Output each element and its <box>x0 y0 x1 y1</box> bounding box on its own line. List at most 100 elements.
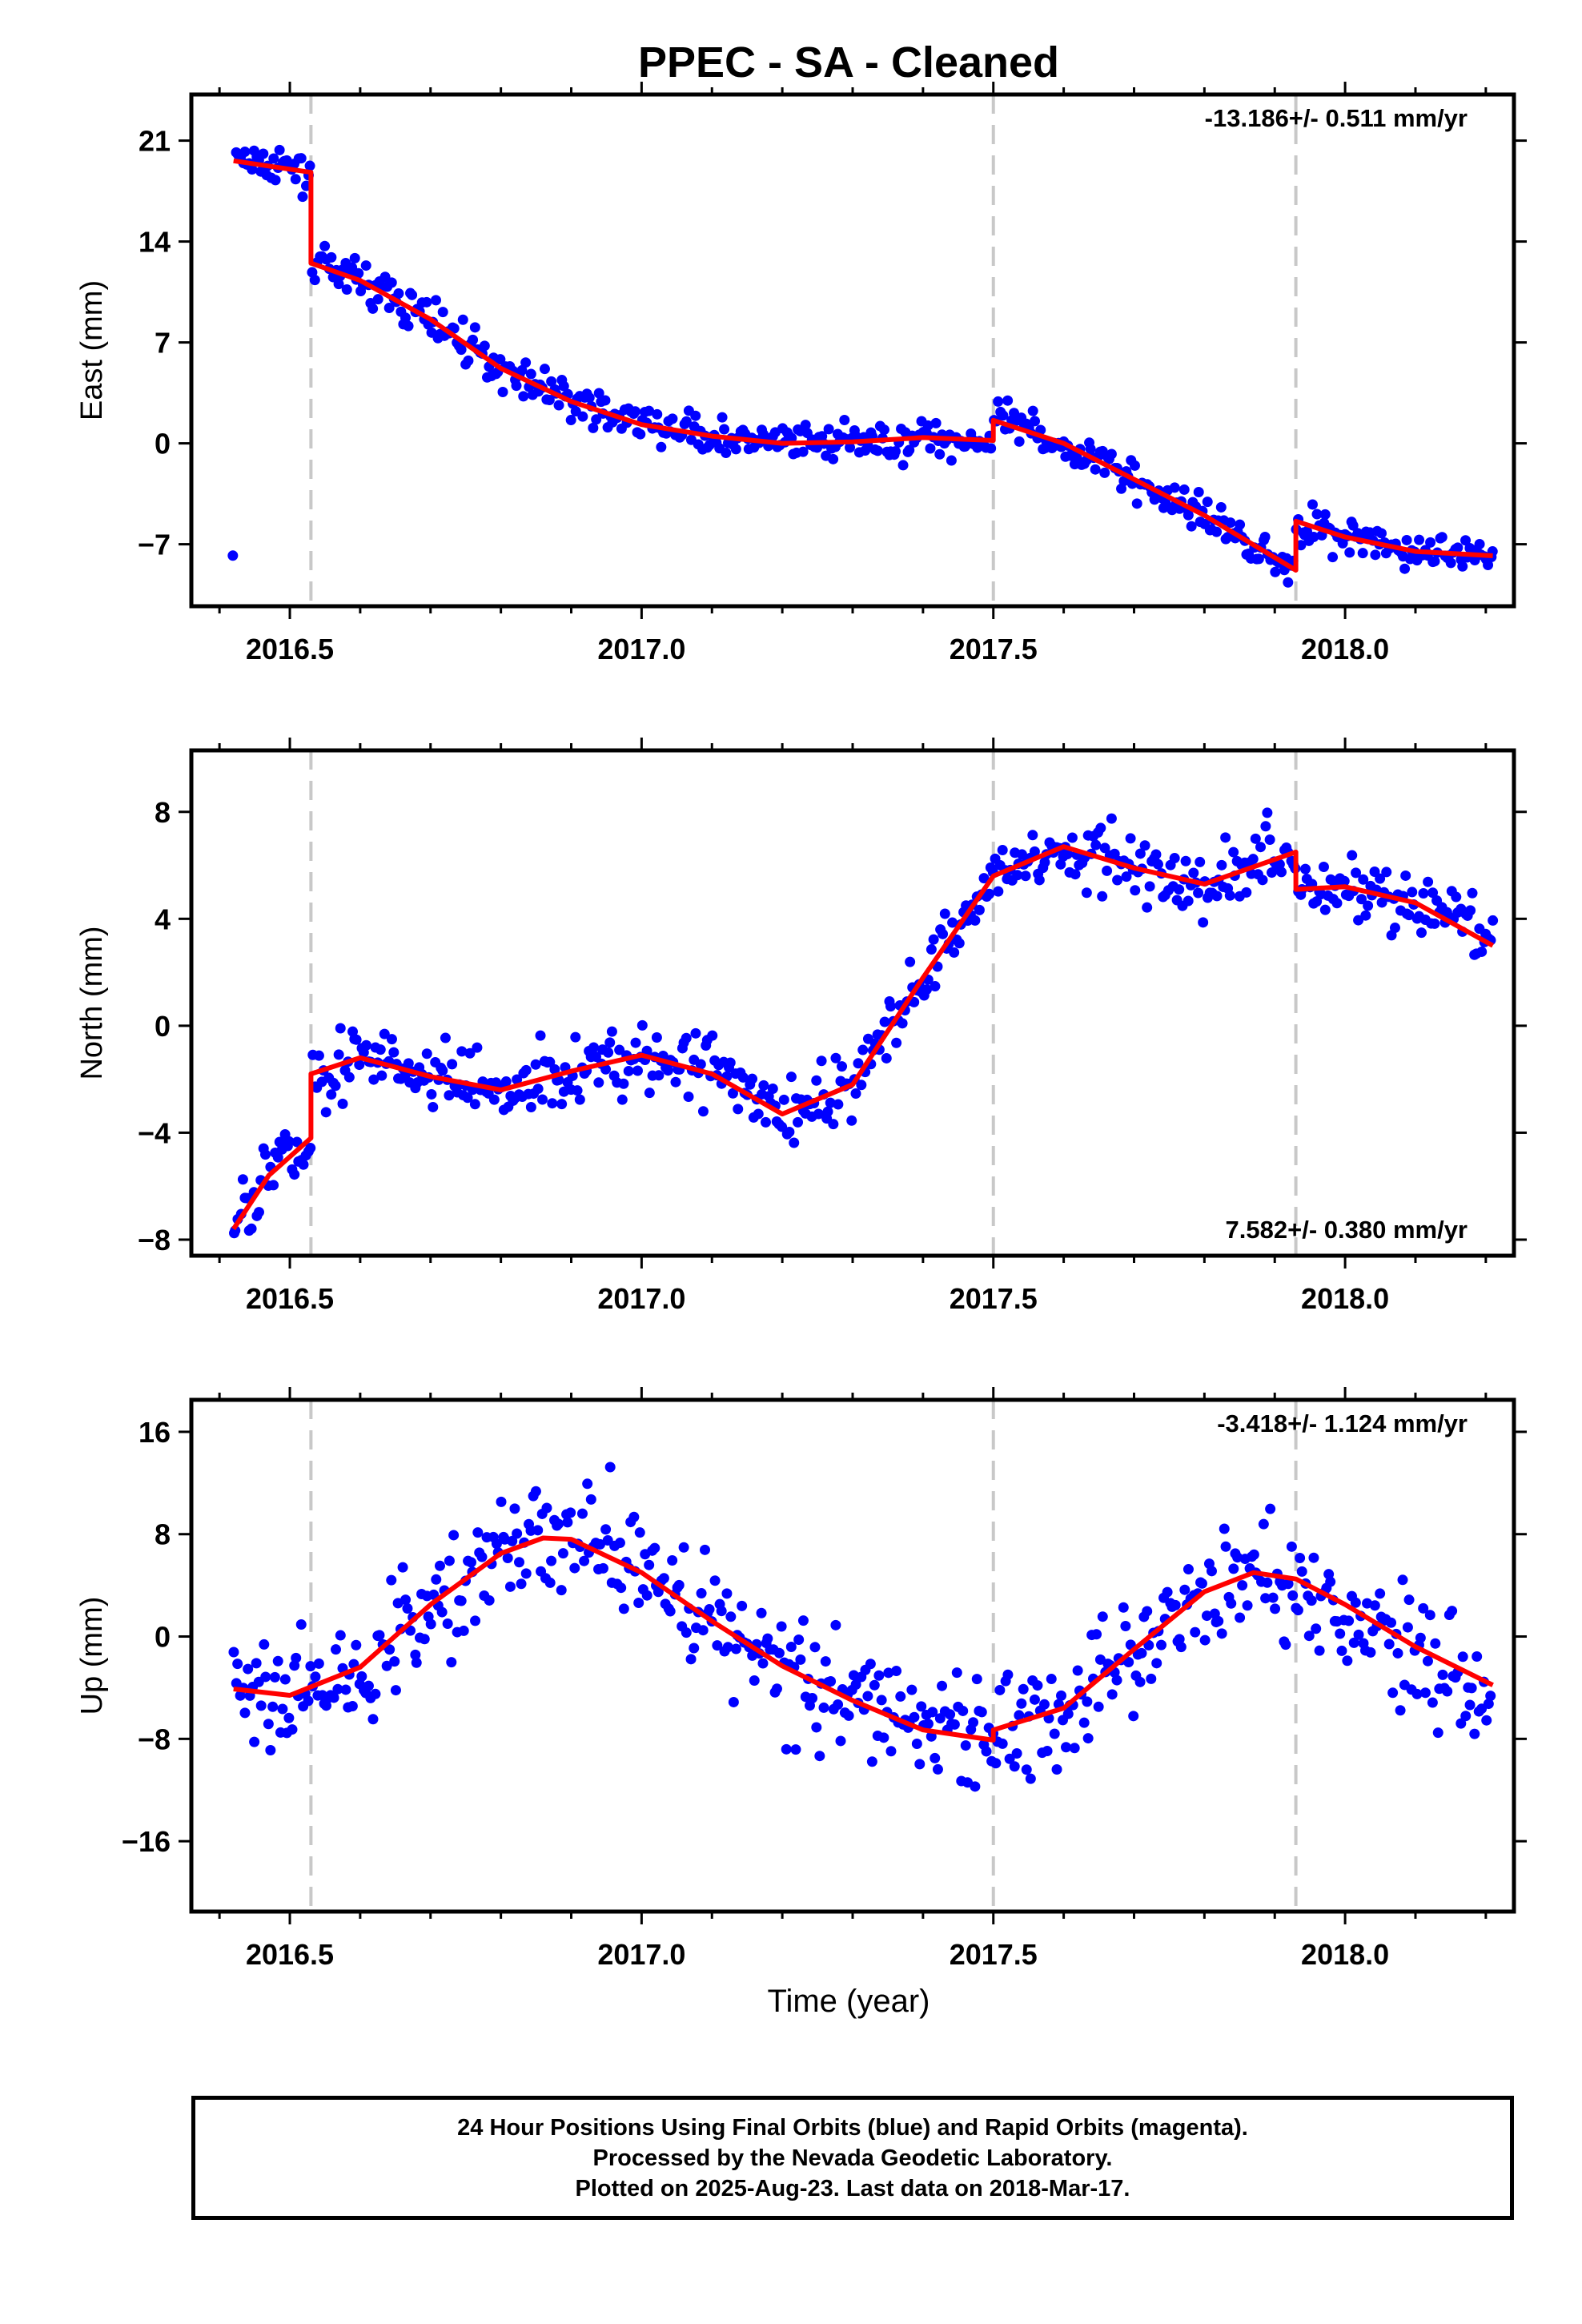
data-point <box>1201 1610 1212 1622</box>
data-point <box>1429 918 1440 929</box>
data-point <box>1039 1699 1050 1710</box>
data-point <box>1363 900 1374 911</box>
data-point <box>246 1223 257 1234</box>
data-point <box>681 416 692 427</box>
data-point <box>1112 875 1123 886</box>
data-point <box>354 1059 365 1071</box>
data-point <box>1039 857 1050 868</box>
data-point <box>330 1080 341 1092</box>
data-point <box>1430 1638 1441 1649</box>
data-point <box>758 1080 769 1091</box>
data-point <box>421 1048 432 1059</box>
data-point <box>1225 517 1236 529</box>
data-point <box>757 1658 769 1669</box>
data-point <box>291 1136 303 1148</box>
data-point <box>670 1076 681 1088</box>
data-point <box>335 1023 346 1034</box>
data-point <box>897 460 909 471</box>
data-point <box>1021 1764 1032 1775</box>
data-point <box>681 1627 692 1638</box>
data-point <box>1061 1742 1072 1753</box>
data-point <box>436 1606 448 1618</box>
data-point <box>1042 1745 1053 1756</box>
data-point <box>970 1781 981 1792</box>
data-point <box>697 1625 709 1636</box>
data-point <box>1370 549 1381 561</box>
data-point <box>434 1560 445 1571</box>
data-point <box>343 1072 355 1083</box>
data-point <box>762 1633 773 1644</box>
data-point <box>616 1094 628 1105</box>
data-point <box>1437 1669 1448 1680</box>
data-point <box>390 1685 401 1696</box>
data-point <box>232 1659 243 1670</box>
data-point <box>1335 1628 1346 1639</box>
data-point <box>721 1588 733 1599</box>
data-point <box>1419 1687 1431 1699</box>
data-point <box>1403 910 1415 921</box>
y-axis-label: East (mm) <box>75 280 109 420</box>
data-point <box>1178 484 1190 495</box>
data-point <box>341 284 352 296</box>
y-tick-label: −7 <box>138 529 171 561</box>
data-point <box>895 1691 906 1702</box>
data-point <box>986 443 997 454</box>
data-point <box>1250 833 1261 844</box>
data-points <box>228 1462 1496 1792</box>
x-tick-label: 2017.0 <box>597 1282 685 1315</box>
data-point <box>1134 1676 1146 1687</box>
data-point <box>629 406 640 417</box>
data-point <box>468 334 479 345</box>
data-point <box>845 442 856 453</box>
data-point <box>488 1094 500 1105</box>
y-axis-label: North (mm) <box>75 926 109 1080</box>
data-point <box>781 1743 792 1755</box>
data-point <box>1481 1715 1492 1726</box>
data-point <box>889 446 901 457</box>
data-point <box>509 1503 520 1514</box>
data-point <box>349 252 360 263</box>
data-point <box>909 1711 920 1723</box>
data-point <box>1056 1690 1067 1701</box>
data-point <box>268 153 279 164</box>
data-point <box>885 1746 897 1757</box>
data-point <box>825 1097 836 1108</box>
data-point <box>616 1582 627 1594</box>
data-point <box>351 1639 362 1651</box>
data-point <box>904 444 915 456</box>
data-point <box>678 1542 689 1553</box>
data-point <box>1082 1696 1093 1707</box>
data-point <box>1365 1647 1376 1658</box>
data-point <box>753 1108 764 1120</box>
data-point <box>1196 1578 1207 1589</box>
rate-annotation: -3.418+/- 1.124 mm/yr <box>1217 1409 1468 1437</box>
data-point <box>1264 834 1275 845</box>
data-point <box>375 1044 386 1055</box>
data-point <box>1180 855 1191 866</box>
data-point <box>921 984 932 995</box>
data-point <box>1369 1600 1380 1611</box>
data-point <box>649 1542 661 1554</box>
data-point <box>1143 1639 1154 1651</box>
data-point <box>862 1691 873 1702</box>
data-point <box>974 904 985 915</box>
data-point <box>579 1555 590 1566</box>
data-point <box>881 1052 892 1063</box>
data-point <box>1179 1584 1191 1595</box>
data-point <box>407 289 418 300</box>
data-point <box>337 1098 348 1109</box>
data-point <box>1466 1683 1477 1694</box>
data-point <box>722 1642 733 1653</box>
data-point <box>532 1084 544 1095</box>
data-point <box>1102 865 1113 876</box>
data-point <box>1258 1518 1269 1530</box>
data-point <box>1002 395 1014 406</box>
data-point <box>304 160 315 171</box>
panel-3: −16 −8 0 8 16 2016.5 2017.0 2017.5 2018.0 Up (mm)… <box>75 1387 1527 1971</box>
data-point <box>448 1530 460 1541</box>
data-point <box>1241 887 1252 898</box>
data-point <box>1339 875 1350 887</box>
data-point <box>727 1088 738 1099</box>
data-point <box>255 1700 267 1711</box>
data-point <box>291 1652 302 1663</box>
